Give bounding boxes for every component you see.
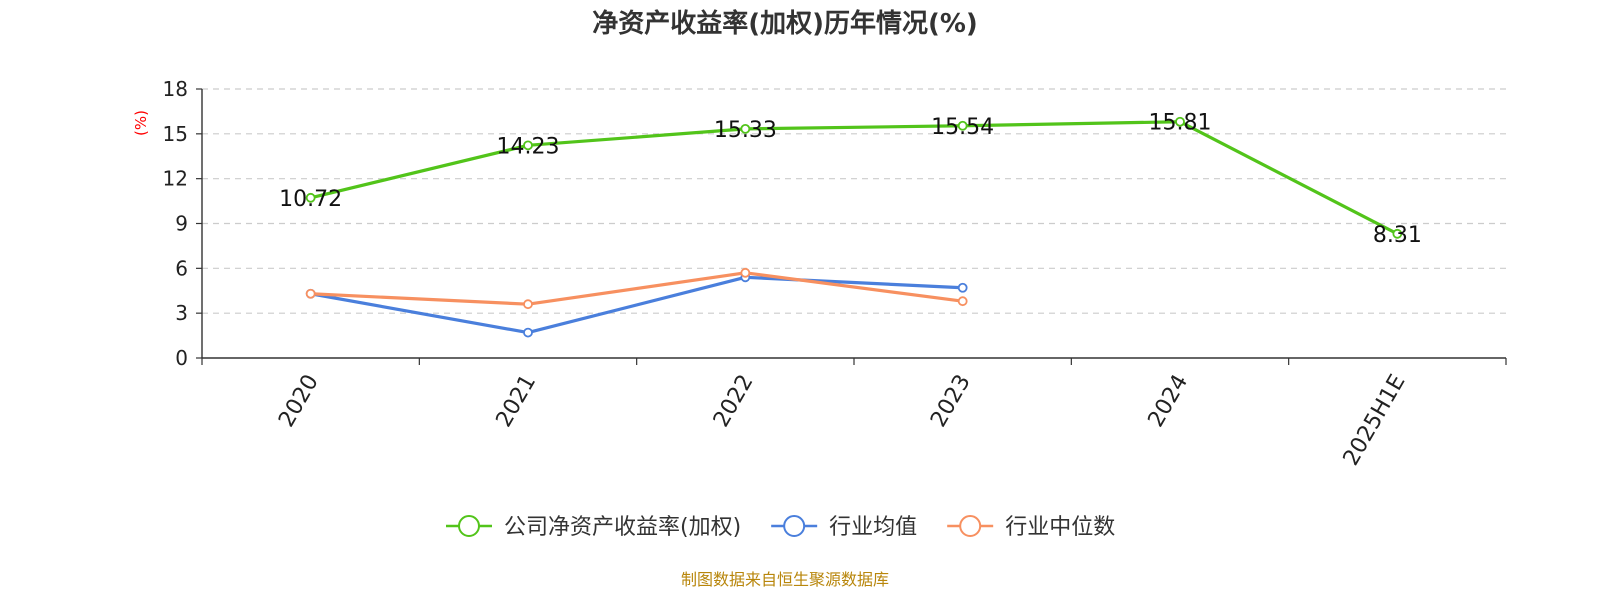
legend-swatch-marker-2 — [959, 515, 982, 537]
x-tick-label-3: 2023 — [926, 371, 976, 432]
series-0-point-4[interactable] — [1175, 116, 1185, 127]
legend-label-0: 公司净资产收益率(加权) — [504, 515, 741, 540]
y-tick-label-1: 3 — [175, 301, 188, 325]
data-label-0-5: 8.31 — [1373, 223, 1422, 248]
data-labels: 10.72 14.23 15.33 15.54 15.81 8.31 — [279, 111, 1422, 248]
legend-swatch-marker-1 — [783, 515, 806, 537]
legend-item-2[interactable]: 行业中位数 — [947, 515, 1115, 540]
legend-item-0[interactable]: 公司净资产收益率(加权) — [446, 515, 741, 540]
y-tick-label-0: 0 — [175, 346, 188, 370]
legend-label-2: 行业中位数 — [1005, 515, 1115, 540]
chart-title: 净资产收益率(加权)历年情况(%) — [592, 8, 978, 39]
legend-label-1: 行业均值 — [829, 515, 917, 540]
series-group — [305, 116, 1403, 338]
source-note: 制图数据来自恒生聚源数据库 — [681, 570, 889, 589]
legend[interactable]: 公司净资产收益率(加权) 行业均值 行业中位数 — [446, 515, 1115, 540]
y-tick-label-2: 6 — [175, 256, 188, 280]
data-label-0-3: 15.54 — [931, 115, 994, 140]
series-0-point-1[interactable] — [523, 140, 533, 151]
x-tick-label-0: 2020 — [274, 371, 324, 432]
series-0-point-2[interactable] — [740, 124, 751, 134]
axes: 0 3 6 9 12 15 18 2020 2021 2022 2023 2024 2025H1E — [163, 77, 1507, 470]
x-tick-label-1: 2021 — [492, 371, 542, 432]
y-axis-label: (%) — [132, 110, 150, 136]
x-tick-label-4: 2024 — [1144, 371, 1194, 432]
x-tick-label-2: 2022 — [709, 371, 759, 432]
series-2-point-3[interactable] — [957, 296, 968, 307]
series-2-line — [310, 271, 963, 306]
y-tick-label-4: 12 — [163, 167, 188, 191]
y-tick-label-6: 18 — [163, 77, 188, 101]
series-0 — [305, 116, 1403, 239]
y-tick-label-5: 15 — [163, 122, 188, 146]
data-label-0-4: 15.81 — [1149, 111, 1212, 136]
series-2-point-2[interactable] — [740, 267, 751, 278]
series-0-point-0[interactable] — [305, 192, 316, 203]
x-tick-label-5: 2025H1E — [1339, 371, 1411, 470]
series-2 — [305, 267, 968, 310]
series-1-point-3[interactable] — [957, 282, 968, 293]
series-1-point-1[interactable] — [523, 327, 533, 338]
data-label-0-1: 14.23 — [497, 134, 560, 159]
series-1 — [305, 272, 968, 338]
legend-item-1[interactable]: 行业均值 — [771, 515, 917, 540]
series-0-point-3[interactable] — [957, 120, 968, 131]
data-label-0-0: 10.72 — [279, 187, 342, 212]
legend-swatch-marker-0 — [458, 515, 480, 537]
series-1-line — [310, 275, 963, 335]
series-2-point-0[interactable] — [305, 288, 316, 299]
series-2-point-1[interactable] — [523, 299, 533, 310]
y-tick-label-3: 9 — [175, 212, 188, 236]
series-0-point-5[interactable] — [1392, 228, 1403, 239]
series-0-line — [310, 120, 1399, 236]
data-label-0-2: 15.33 — [714, 118, 777, 143]
grid — [202, 88, 1506, 314]
